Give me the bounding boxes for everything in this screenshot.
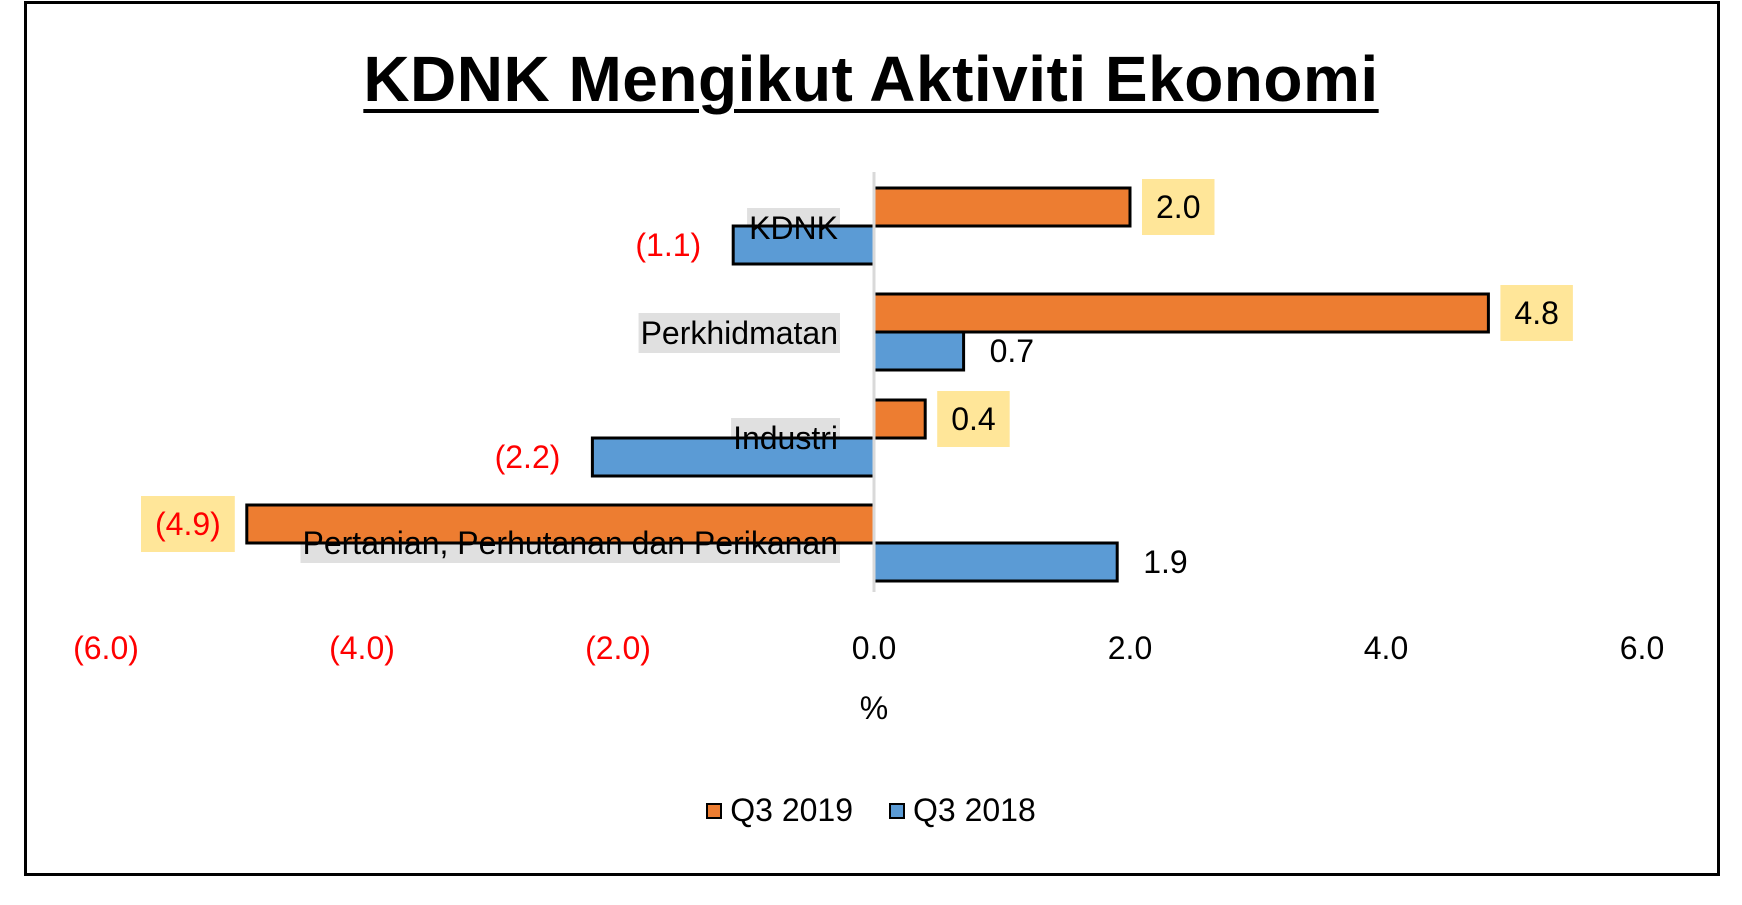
data-label-bg bbox=[937, 391, 1010, 447]
data-label-bg bbox=[1142, 179, 1215, 235]
legend-item-q3-2018: Q3 2018 bbox=[889, 792, 1036, 829]
legend-label-q3-2019: Q3 2019 bbox=[730, 792, 853, 828]
x-tick-label: 6.0 bbox=[1620, 630, 1664, 666]
bar-q3-2019-perkhidmatan bbox=[872, 292, 1490, 334]
category-label: Pertanian, Perhutanan dan Perikanan bbox=[303, 525, 839, 561]
data-label-q3-2019: (4.9) bbox=[155, 506, 221, 542]
category-label-bg bbox=[638, 313, 840, 353]
bar-q3-2018-industri bbox=[590, 436, 876, 478]
category-label: KDNK bbox=[749, 210, 838, 246]
data-label-q3-2019: 2.0 bbox=[1156, 189, 1200, 225]
x-tick-label: (6.0) bbox=[73, 630, 139, 666]
x-tick-label: (4.0) bbox=[329, 630, 395, 666]
data-label-bg bbox=[141, 496, 235, 552]
legend-item-q3-2019: Q3 2019 bbox=[706, 792, 853, 829]
legend: Q3 2019 Q3 2018 bbox=[0, 792, 1742, 829]
x-tick-label: 4.0 bbox=[1364, 630, 1408, 666]
data-label-q3-2018: (1.1) bbox=[635, 227, 701, 263]
data-label-q3-2019: 4.8 bbox=[1514, 295, 1558, 331]
x-tick-label: 0.0 bbox=[852, 630, 896, 666]
legend-swatch-q3-2018 bbox=[889, 802, 905, 819]
legend-label-q3-2018: Q3 2018 bbox=[913, 792, 1036, 828]
bar-q3-2018-kdnk bbox=[731, 224, 876, 266]
x-axis-label: % bbox=[860, 690, 888, 726]
category-label: Perkhidmatan bbox=[641, 315, 838, 351]
legend-swatch-q3-2019 bbox=[706, 802, 723, 819]
x-tick-label: 2.0 bbox=[1108, 630, 1152, 666]
x-tick-label: (2.0) bbox=[585, 630, 651, 666]
bar-q3-2019-kdnk bbox=[872, 186, 1132, 228]
bar-q3-2018-pertanian-perhutanan-dan-perikanan bbox=[872, 541, 1119, 583]
bar-q3-2019-industri bbox=[872, 398, 927, 440]
chart-title: KDNK Mengikut Aktiviti Ekonomi bbox=[363, 43, 1379, 115]
data-label-bg bbox=[1500, 285, 1573, 341]
category-label: Industri bbox=[733, 420, 838, 456]
data-label-q3-2018: (2.2) bbox=[495, 439, 561, 475]
data-label-q3-2019: 0.4 bbox=[951, 401, 995, 437]
data-label-q3-2018: 0.7 bbox=[990, 333, 1034, 369]
data-label-q3-2018: 1.9 bbox=[1143, 544, 1187, 580]
bar-q3-2018-perkhidmatan bbox=[872, 330, 966, 372]
